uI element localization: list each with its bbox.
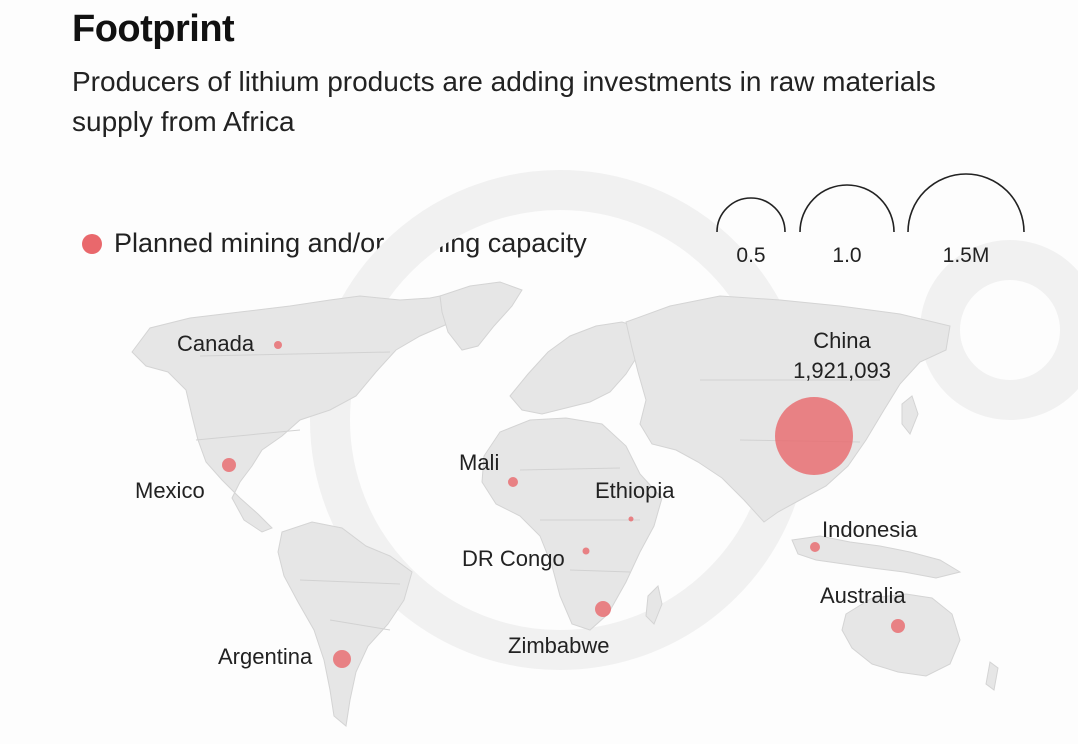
label-indonesia: Indonesia bbox=[822, 517, 918, 542]
land-greenland bbox=[439, 281, 523, 351]
bubbles bbox=[222, 341, 905, 668]
bubble-dr-congo bbox=[582, 547, 590, 555]
bubble-australia bbox=[891, 619, 905, 633]
legend-label: Planned mining and/or refining capacity bbox=[114, 228, 587, 258]
land-north-america bbox=[131, 289, 501, 533]
label-australia: Australia bbox=[820, 583, 906, 608]
label-china-value: 1,921,093 bbox=[793, 358, 891, 383]
scale-arc-medium bbox=[799, 184, 895, 233]
bubble-mexico bbox=[222, 458, 236, 472]
label-zimbabwe: Zimbabwe bbox=[508, 633, 609, 658]
label-mali: Mali bbox=[459, 450, 499, 475]
scale-label-large: 1.5M bbox=[943, 244, 990, 267]
land-south-america bbox=[277, 521, 413, 727]
scale-arc-large bbox=[907, 173, 1025, 233]
bubble-zimbabwe bbox=[595, 601, 611, 617]
land-new-zealand bbox=[985, 661, 999, 691]
land-africa bbox=[481, 417, 663, 631]
legend-swatch bbox=[82, 233, 102, 254]
legend: Planned mining and/or refining capacity bbox=[82, 228, 587, 259]
label-dr-congo: DR Congo bbox=[462, 546, 565, 571]
label-china: China bbox=[813, 328, 871, 353]
label-ethiopia: Ethiopia bbox=[595, 478, 675, 503]
bubble-ethiopia bbox=[628, 516, 634, 522]
chart-title: Footprint bbox=[72, 8, 235, 50]
bubble-canada bbox=[274, 341, 282, 349]
land-indonesia bbox=[791, 535, 962, 579]
bubble-mali bbox=[508, 477, 518, 487]
chart-subtitle: Producers of lithium products are adding… bbox=[72, 66, 936, 137]
bubble-china bbox=[775, 397, 853, 475]
land-europe bbox=[509, 321, 647, 415]
land-australia bbox=[841, 593, 961, 677]
land-madagascar bbox=[645, 585, 663, 625]
bubble-argentina bbox=[333, 650, 351, 668]
scale-label-medium: 1.0 bbox=[832, 244, 861, 267]
label-mexico: Mexico bbox=[135, 478, 205, 503]
label-canada: Canada bbox=[177, 331, 255, 356]
size-scale: 0.5 1.0 1.5M bbox=[716, 173, 1025, 267]
label-argentina: Argentina bbox=[218, 644, 313, 669]
scale-arc-small bbox=[716, 197, 786, 233]
bubble-indonesia bbox=[810, 542, 820, 552]
country-labels: Canada Mexico Argentina Mali Ethiopia DR… bbox=[135, 328, 918, 669]
land-japan bbox=[901, 395, 919, 435]
scale-label-small: 0.5 bbox=[736, 244, 765, 267]
